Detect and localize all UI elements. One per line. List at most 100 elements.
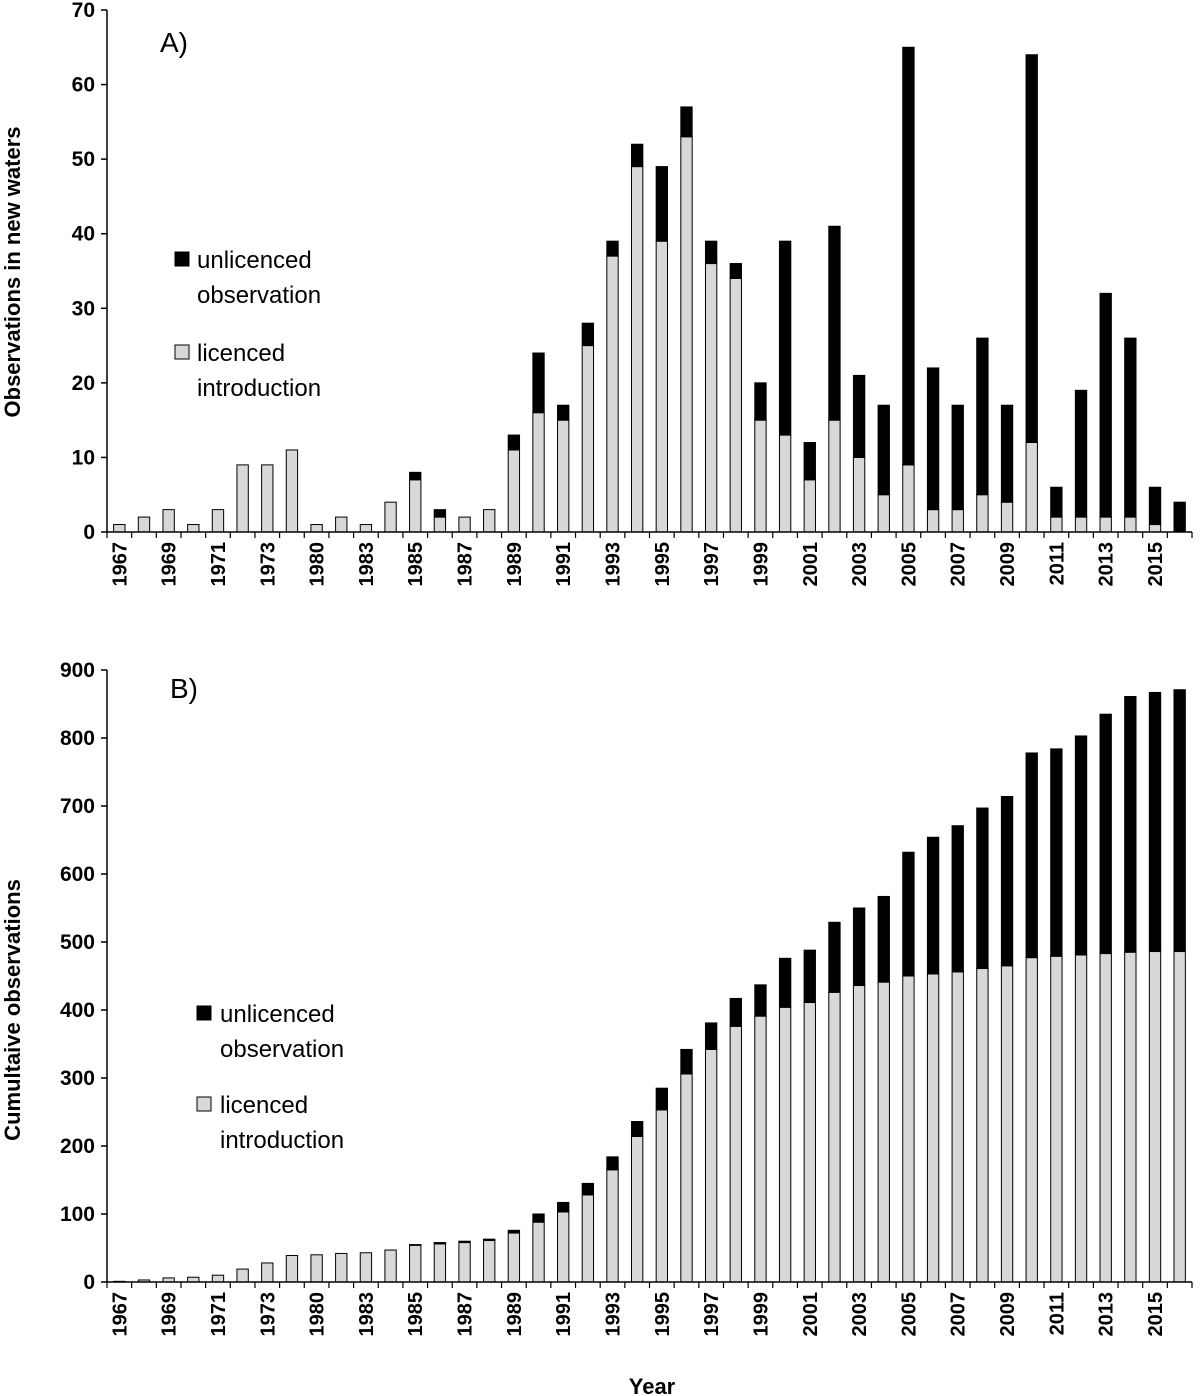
x-tick-label: 1989 [504,1292,526,1337]
x-tick-label: 1967 [109,1292,131,1337]
bar-unlicenced [409,1244,422,1246]
x-tick-label: 1983 [356,542,378,587]
legend: unlicenced observation licenced introduc… [196,1001,344,1154]
legend-label-licenced-line2: introduction [220,1127,344,1154]
bar-licenced [1025,957,1038,1283]
x-tick-label: 2013 [1096,1292,1118,1337]
x-tick-label: 2005 [898,1292,920,1337]
y-tick-label: 900 [60,659,95,682]
bars [113,689,1186,1283]
bar-licenced [211,1274,225,1283]
x-tick-label: 1983 [356,1292,378,1337]
bar-unlicenced [1148,486,1162,526]
y-tick-label: 40 [72,223,95,246]
bar-unlicenced [1000,404,1014,503]
x-tick-label: 2001 [800,1292,822,1337]
legend-label-unlicenced-line2: observation [197,282,321,309]
x-tick-label: 1995 [652,1292,674,1337]
y-ticks: 0 100 200 300 400 500 600 700 800 900 [60,659,107,1294]
bar-licenced [359,524,373,533]
bar-licenced [285,1254,299,1283]
bar-unlicenced [976,807,989,970]
bar-unlicenced [902,851,915,977]
bar-licenced [261,464,274,533]
x-tick-label: 2011 [1046,1292,1068,1335]
y-tick-label: 20 [72,372,95,395]
bar-unlicenced [852,907,866,987]
x-tick-label: 1980 [307,542,329,587]
x-tick-label: 2005 [898,542,920,587]
bar-licenced [1173,951,1186,1283]
bar-licenced [137,516,151,533]
bar-licenced [483,509,496,533]
bar-licenced [1148,524,1162,533]
bar-unlicenced [655,1087,669,1111]
panel-label: B) [170,673,198,704]
x-tick-label: 1993 [603,1292,625,1337]
bar-licenced [828,991,841,1283]
x-tick-label: 1971 [208,542,230,587]
bar-licenced [507,1232,521,1283]
bar-unlicenced [729,263,742,279]
bar-licenced [926,509,940,533]
bar-licenced [507,449,521,533]
x-tick-label: 1969 [159,1292,181,1337]
y-tick-label: 500 [60,931,95,954]
bar-licenced [606,1169,619,1283]
bar-unlicenced [532,1213,545,1223]
bar-licenced [1025,442,1038,533]
bar-licenced [852,985,866,1283]
bar-unlicenced [754,382,767,421]
bar-licenced [162,509,175,533]
bar-licenced [433,516,447,533]
x-ticks: 1967 1969 1971 1973 1980 1983 1985 1987 1989 1991… [106,1282,1193,1337]
legend-swatch-unlicenced [196,1005,212,1021]
x-tick-label: 1987 [455,542,477,587]
x-tick-label: 1995 [652,542,674,587]
legend: unlicenced observation licenced introduc… [174,247,321,402]
bar-licenced [236,464,249,533]
bar-licenced [532,1221,545,1283]
bar-licenced [409,479,422,533]
x-tick-label: 1969 [159,542,181,587]
x-tick-label: 1985 [405,542,427,587]
bar-unlicenced [951,404,964,511]
bar-unlicenced [1050,748,1063,957]
bar-licenced [778,1006,792,1283]
bar-unlicenced [778,240,792,436]
bar-unlicenced [1124,337,1137,518]
bar-unlicenced [828,225,841,421]
bar-unlicenced [606,1156,619,1171]
bar-licenced [951,971,964,1283]
bar-licenced [926,973,940,1283]
bar-licenced [1099,516,1112,533]
bar-licenced [630,1135,644,1283]
bar-unlicenced [655,166,669,242]
panel-a: Observations in new waters A) 0 10 20 30 40 5… [0,0,1193,587]
bar-unlicenced [1025,752,1038,959]
bar-licenced [310,1254,323,1283]
bar-licenced [951,509,964,533]
legend-label-unlicenced-line2: observation [220,1036,344,1063]
bar-unlicenced [877,895,890,983]
bar-unlicenced [803,442,816,481]
y-tick-label: 200 [60,1135,95,1158]
y-ticks: 0 10 20 30 40 50 60 70 [72,0,107,544]
bar-licenced [976,494,989,533]
x-tick-label: 2007 [948,542,970,587]
x-tick-label: 2015 [1145,1292,1167,1337]
x-tick-label: 1999 [750,542,772,587]
bar-unlicenced [532,352,545,414]
bar-unlicenced [433,1242,447,1245]
x-tick-label: 1973 [257,542,279,587]
bar-licenced [704,263,718,533]
legend-swatch-licenced [174,344,190,360]
x-tick-label: 2007 [948,1292,970,1337]
legend-label-unlicenced-line1: unlicenced [197,247,312,274]
bar-unlicenced [1173,689,1186,953]
bar-unlicenced [606,240,619,257]
bar-licenced [409,1244,422,1283]
bar-licenced [976,968,989,1283]
legend-label-licenced-line1: licenced [220,1092,308,1119]
bar-unlicenced [828,921,841,993]
